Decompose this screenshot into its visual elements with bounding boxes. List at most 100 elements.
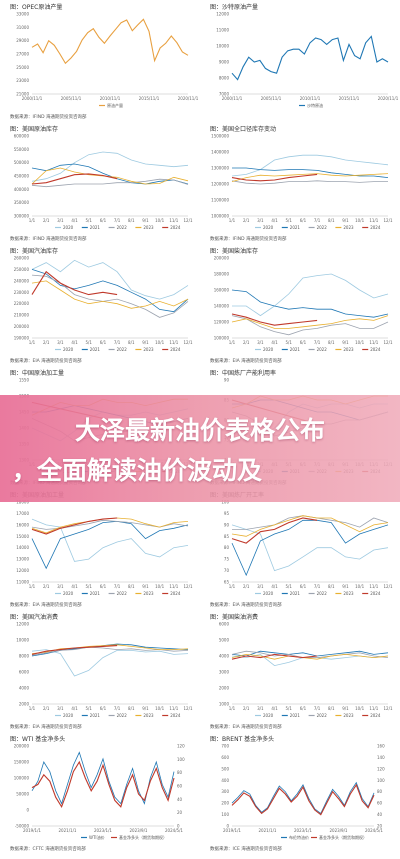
x-tick-label: 4/1	[271, 706, 278, 711]
x-tick-label: 9/1	[342, 340, 349, 345]
legend-label: 2020	[63, 713, 74, 718]
y2-tick-label: 100	[377, 778, 385, 783]
x-tick-label: 4/1	[271, 340, 278, 345]
chart-title: 图：BRENT 基金净多头	[210, 735, 274, 743]
y-tick-label: 1400000	[211, 150, 229, 155]
x-tick-label: 3/1	[257, 706, 264, 711]
series-line-2022	[231, 180, 388, 185]
x-tick-label: 5/1	[86, 340, 93, 345]
x-tick-label: 1/1	[29, 340, 36, 345]
y-tick-label: 17000	[16, 511, 29, 516]
series-line-2020	[231, 154, 389, 177]
x-tick-label: 12/1	[384, 218, 393, 223]
series-line-基金净多头（期货和期权）	[231, 781, 375, 815]
y-tick-label: 75	[224, 557, 230, 562]
series-line-2020	[231, 653, 389, 667]
x-tick-label: 9/1	[142, 340, 149, 345]
x-tick-label: 2010/11/1	[100, 96, 121, 101]
x-tick-label: 3/1	[257, 340, 264, 345]
x-tick-label: 4/1	[271, 218, 278, 223]
legend-label: 2020	[263, 225, 274, 230]
x-tick-label: 10/1	[155, 706, 164, 711]
y2-tick-label: 160	[377, 744, 385, 749]
legend-label: 2020	[263, 591, 274, 596]
headline-line-1: 大泽最新油价表格公布	[74, 416, 325, 445]
legend-label: 2021	[290, 591, 301, 596]
y-tick-label: 200000	[14, 744, 30, 749]
chart-title: 图：美国柴油消费	[210, 613, 258, 621]
legend-label: 2024	[170, 225, 181, 230]
y-tick-label: 85	[224, 534, 230, 539]
legend-label: 2023	[143, 347, 154, 352]
x-tick-label: 6/1	[100, 706, 107, 711]
legend-label: 基金净多头（期货和期权）	[119, 834, 167, 840]
series-line-2022	[231, 650, 389, 658]
x-tick-label: 6/1	[100, 218, 107, 223]
x-tick-label: 5/1	[286, 218, 293, 223]
x-tick-label: 11/1	[369, 706, 378, 711]
y-tick-label: 80	[224, 545, 230, 550]
x-tick-label: 2023/9/1	[330, 828, 348, 833]
x-tick-label: 2020/11/1	[378, 96, 399, 101]
series-line-2021	[231, 519, 389, 577]
chart-title: 图：中国炼厂产能利用率	[210, 369, 276, 377]
series-line-2021	[231, 289, 389, 318]
y-tick-label: 0	[26, 808, 29, 813]
y-tick-label: 90	[224, 522, 230, 527]
x-tick-label: 5/1	[286, 340, 293, 345]
y-tick-label: 11000	[16, 580, 29, 585]
legend-label: 2020	[63, 591, 74, 596]
x-tick-label: 11/1	[369, 218, 378, 223]
x-tick-label: 4/1	[71, 218, 78, 223]
x-tick-label: 7/1	[314, 584, 321, 589]
x-tick-label: 2000/11/1	[22, 96, 43, 101]
x-tick-label: 2/1	[43, 340, 50, 345]
y2-tick-label: 120	[177, 744, 185, 749]
y-tick-label: 500	[221, 766, 229, 771]
x-tick-label: 1/1	[229, 218, 236, 223]
y2-tick-label: 20	[377, 824, 383, 829]
y-tick-label: 10000	[216, 44, 229, 49]
x-tick-label: 8/1	[328, 218, 335, 223]
series-line-2023	[231, 515, 389, 537]
y-tick-label: 1500000	[211, 134, 229, 139]
x-tick-label: 11/1	[169, 340, 178, 345]
chart-source: 数据来源：ICE 海通期货投资咨询部	[210, 845, 282, 852]
legend-label: 2022	[117, 225, 128, 230]
series-line-main	[31, 18, 189, 65]
y-tick-label: 1000000	[211, 214, 229, 219]
y-tick-label: 13000	[16, 557, 29, 562]
legend-label: 布伦特油价	[289, 834, 309, 840]
y-tick-label: 230000	[14, 290, 30, 295]
x-tick-label: 7/1	[314, 340, 321, 345]
y-tick-label: 95	[224, 511, 230, 516]
y-tick-label: 2000	[19, 702, 30, 707]
chart-source: 数据来源：EIA 海通期货投资咨询部	[10, 601, 82, 608]
y-tick-label: 9000	[219, 60, 230, 65]
x-tick-label: 2/1	[43, 218, 50, 223]
x-tick-label: 2024/5/1	[365, 828, 383, 833]
y-tick-label: 2000	[219, 686, 230, 691]
headline-line-2: ，全面解读油价波动及	[12, 456, 263, 485]
chart-title: 图：中国原油加工量	[10, 369, 64, 377]
legend-label: 2020	[263, 713, 274, 718]
x-tick-label: 1/1	[229, 340, 236, 345]
chart-title: 图：沙特原油产量	[210, 3, 258, 11]
legend-label: 2022	[117, 347, 128, 352]
y-tick-label: 1100000	[211, 198, 229, 203]
x-tick-label: 2010/11/1	[300, 96, 321, 101]
x-tick-label: 6/1	[100, 340, 107, 345]
x-tick-label: 11/1	[169, 706, 178, 711]
x-tick-label: 2015/11/1	[139, 96, 160, 101]
y-tick-label: 180000	[214, 272, 230, 277]
x-tick-label: 11/1	[169, 584, 178, 589]
chart-title: 图：WTI 基金净多头	[10, 735, 65, 743]
x-tick-label: 2/1	[43, 584, 50, 589]
series-line-2024	[31, 173, 118, 185]
y-tick-label: 12000	[216, 12, 229, 17]
y2-tick-label: 60	[177, 784, 183, 789]
series-line-2022	[31, 274, 189, 318]
series-line-2024	[231, 517, 318, 544]
